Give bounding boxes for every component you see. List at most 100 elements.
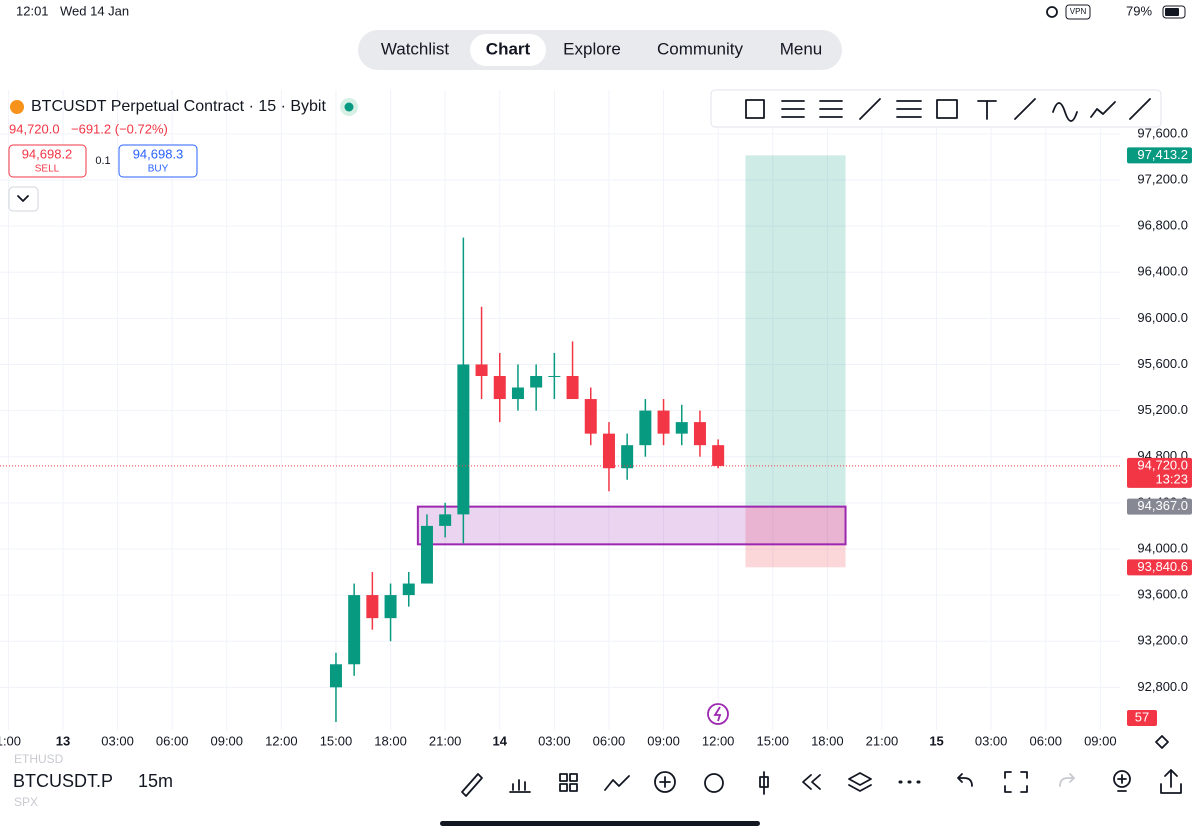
last-price: 94,720.0 [9, 121, 60, 136]
tool-path[interactable] [1090, 101, 1116, 118]
bottom-interval[interactable]: 15m [138, 771, 173, 791]
tool-brush[interactable] [1129, 98, 1151, 120]
price-tag-label: 94,367.0 [1137, 498, 1188, 513]
y-tick-label: 93,200.0 [1137, 633, 1188, 648]
coin-icon [10, 100, 24, 114]
tool-layers[interactable] [848, 772, 872, 792]
price-tag-label: 93,840.6 [1137, 559, 1188, 574]
candle-body [621, 445, 634, 469]
price-tag-label: 97,413.2 [1137, 147, 1188, 162]
x-tick-label: 18:00 [811, 733, 844, 748]
candle-body [639, 410, 652, 446]
settings-icon[interactable] [1155, 735, 1169, 749]
candle-body [548, 375, 561, 377]
x-tick-label: 15:00 [320, 733, 353, 748]
candle-body [693, 422, 706, 446]
countdown: 13:23 [1155, 471, 1188, 486]
position-target [745, 155, 846, 507]
nav-tab[interactable]: Menu [780, 39, 823, 58]
sell-button[interactable] [8, 144, 87, 178]
y-tick-label: 96,000.0 [1137, 310, 1188, 325]
candle-body [439, 514, 452, 526]
battery-level [1165, 8, 1179, 16]
nav-tab[interactable]: Explore [563, 39, 621, 58]
tool-candles[interactable] [759, 771, 769, 795]
tool-ray[interactable] [1014, 98, 1036, 120]
candle-body [457, 364, 470, 515]
collapse-button[interactable] [8, 186, 39, 212]
tool-replay[interactable] [802, 774, 821, 790]
tool-measure[interactable] [936, 99, 958, 119]
bottom-tools [461, 769, 1182, 797]
tool-curve[interactable] [1052, 102, 1078, 122]
status-dot [344, 102, 354, 112]
position-stop [745, 506, 846, 568]
bottom-symbol[interactable]: BTCUSDT.P [13, 771, 113, 791]
buy-label: BUY [148, 164, 169, 175]
link-icon [1046, 6, 1058, 18]
nav-tab[interactable]: Chart [486, 39, 531, 58]
x-tick-label: 09:00 [1084, 733, 1117, 748]
candle-body [475, 364, 488, 376]
ghost-symbol: ETHUSD [14, 752, 64, 766]
x-tick-label: 06:00 [593, 733, 626, 748]
x-tick-label: 03:00 [538, 733, 571, 748]
tool-trendline[interactable] [859, 98, 881, 120]
y-tick-label: 94,000.0 [1137, 540, 1188, 555]
sell-price: 94,698.2 [22, 146, 73, 161]
tool-fullscreen[interactable] [1004, 771, 1028, 793]
symbol-title: BTCUSDT Perpetual Contract · 15 · Bybit [31, 98, 326, 115]
candle-body [675, 422, 688, 434]
candle-body [602, 433, 615, 469]
tool-ideas[interactable] [1113, 770, 1131, 788]
tool-undo[interactable] [957, 773, 973, 787]
vpn-box [1065, 4, 1091, 20]
alert-icon[interactable] [707, 703, 729, 725]
tool-redo[interactable] [1059, 773, 1075, 787]
active-tab [470, 34, 546, 66]
tool-compare[interactable] [604, 775, 630, 791]
bolt [713, 706, 722, 722]
tool-text[interactable] [977, 100, 997, 120]
candle-body [493, 375, 506, 400]
y-tick-label: 95,200.0 [1137, 402, 1188, 417]
tool-share[interactable] [1160, 769, 1182, 794]
chevron [17, 195, 29, 202]
price-tag-label: 94,720.0 [1137, 457, 1188, 472]
x-tick-label: 12:00 [265, 733, 298, 748]
y-tick-label: 96,800.0 [1137, 218, 1188, 233]
tool-indicators[interactable] [509, 779, 531, 793]
nav-tab[interactable]: Watchlist [381, 39, 450, 58]
status-time: 12:01 [16, 3, 49, 18]
y-tick-label: 92,800.0 [1137, 679, 1188, 694]
candle-body [348, 595, 361, 665]
candle-body [511, 387, 524, 400]
candle-body [657, 410, 670, 434]
tool-alert[interactable] [704, 773, 724, 793]
drawing-tools [745, 98, 1151, 122]
home-indicator [440, 821, 760, 826]
candle-body [712, 445, 725, 466]
volume-tag-label: 57 [1135, 709, 1149, 724]
nav-tab[interactable]: Community [657, 39, 743, 58]
sell-label: SELL [35, 164, 60, 175]
volume-tag [1127, 710, 1157, 726]
price-tag [1127, 457, 1192, 488]
candle-body [584, 399, 597, 434]
zone [416, 505, 847, 546]
tool-lines[interactable] [896, 100, 922, 118]
x-tick-label: 03:00 [975, 733, 1008, 748]
candle-body [329, 664, 342, 688]
y-tick-label: 95,600.0 [1137, 356, 1188, 371]
drawing-toolbar [710, 89, 1162, 128]
tool-channel[interactable] [819, 100, 843, 118]
y-tick-label: 97,200.0 [1137, 171, 1188, 186]
x-tick-label: 21:00 [866, 733, 899, 748]
buy-button[interactable] [118, 144, 198, 178]
tool-pen[interactable] [461, 773, 483, 797]
tool-layouts[interactable] [559, 773, 568, 782]
tool-fib[interactable] [781, 100, 805, 118]
tool-add[interactable] [654, 771, 676, 793]
tool-rect[interactable] [745, 99, 765, 119]
